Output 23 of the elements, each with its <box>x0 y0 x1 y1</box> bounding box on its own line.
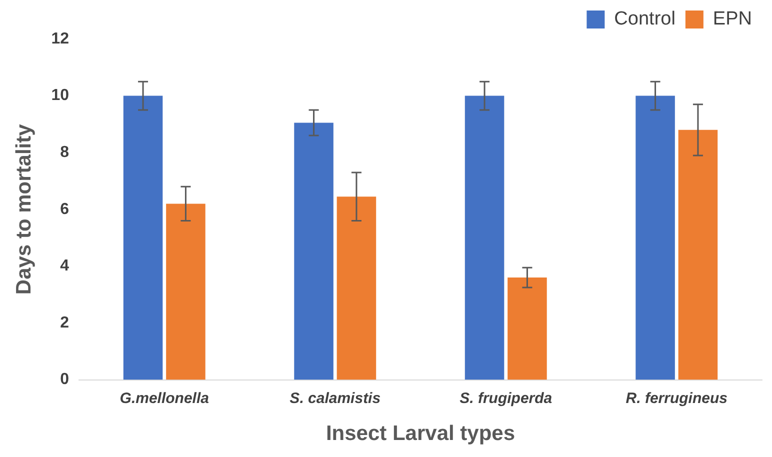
bar <box>166 204 206 380</box>
bar <box>636 96 675 380</box>
y-tick-label: 4 <box>60 258 70 275</box>
x-tick-label: S. frugiperda <box>460 390 552 407</box>
legend-label: EPN <box>712 8 752 30</box>
x-tick-label: R. ferrugineus <box>626 390 728 407</box>
y-tick-label: 12 <box>51 30 70 48</box>
bar <box>123 96 163 380</box>
legend-label: Control <box>614 8 676 30</box>
bar <box>508 278 547 380</box>
y-tick-label: 2 <box>60 314 70 332</box>
y-axis-title: Days to mortality <box>12 124 36 295</box>
y-tick-label: 10 <box>51 87 70 104</box>
x-tick-label: S. calamistis <box>290 390 381 407</box>
x-tick-label: G.mellonella <box>120 390 209 407</box>
bar <box>294 122 334 380</box>
bar <box>678 130 718 380</box>
bar <box>464 96 504 380</box>
y-tick-label: 0 <box>60 371 70 388</box>
y-tick-label: 6 <box>60 200 70 218</box>
bar <box>336 196 376 380</box>
x-axis-title: Insect Larval types <box>326 422 516 446</box>
y-tick-label: 8 <box>60 144 70 162</box>
